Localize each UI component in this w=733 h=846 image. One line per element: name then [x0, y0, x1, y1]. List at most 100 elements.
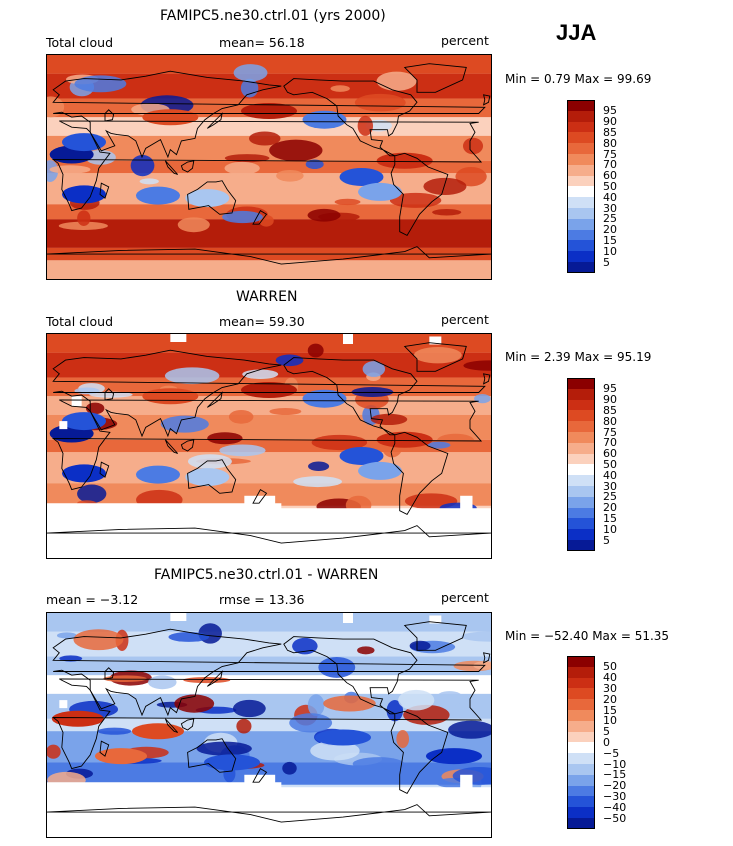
cloud-anomaly — [89, 391, 133, 398]
cloud-anomaly — [461, 631, 491, 642]
colorbar-frame — [567, 378, 595, 551]
cloud-anomaly — [77, 210, 91, 226]
cloud-anomaly — [354, 93, 406, 112]
colorbar-swatch — [567, 818, 595, 830]
cloud-anomaly — [423, 177, 467, 196]
colorbar-frame — [567, 100, 595, 273]
dry-region — [62, 412, 106, 431]
cloud-anomaly — [148, 675, 177, 690]
cloud-anomaly — [292, 637, 318, 655]
colorbar-tick-label: −20 — [603, 779, 627, 793]
cloud-anomaly — [97, 727, 132, 735]
coastlines — [47, 621, 491, 823]
negative-anomaly — [204, 754, 260, 771]
units-label: percent — [441, 33, 489, 48]
panel-title: FAMIPC5.ne30.ctrl.01 (yrs 2000) — [160, 8, 386, 24]
cloud-anomaly — [168, 632, 210, 642]
colorbar-swatch — [567, 399, 595, 411]
cloud-anomaly — [248, 131, 281, 146]
mean-label: mean= 59.30 — [219, 314, 305, 329]
colorbar-tick-label: 60 — [603, 169, 617, 183]
colorbar-tick-label: 15 — [603, 511, 617, 525]
rmse-label: rmse = 13.36 — [219, 592, 305, 607]
colorbar-tick-label: 95 — [603, 104, 617, 118]
colorbar-swatch — [567, 218, 595, 231]
cloud-band — [47, 204, 491, 220]
cloud-anomaly — [232, 699, 266, 718]
colorbar-tick-label: −50 — [603, 811, 627, 825]
season-label: JJA — [556, 20, 597, 45]
colorbar-swatch — [567, 197, 595, 209]
cloudy-region — [376, 152, 433, 169]
colorbar-swatch — [567, 666, 595, 679]
colorbar-swatch — [567, 421, 595, 433]
cloud-anomaly — [177, 217, 210, 233]
cloudy-region — [241, 103, 297, 119]
colorbar-tick-label: 10 — [603, 522, 617, 536]
cloudy-region — [241, 382, 297, 398]
colorbar-tick-label: 90 — [603, 115, 617, 129]
min-max-stats: Min = 2.39 Max = 95.19 — [505, 350, 652, 364]
colorbar-swatch — [567, 143, 595, 155]
colorbar-tick-label: 90 — [603, 393, 617, 407]
cloud-anomaly — [269, 407, 302, 415]
colorbar-swatch — [567, 796, 595, 808]
colorbar-swatch — [567, 764, 595, 776]
cloud-anomaly — [187, 454, 232, 469]
colorbar-swatch — [567, 496, 595, 509]
colorbar-tick-label: 80 — [603, 136, 617, 150]
dry-region — [339, 167, 384, 186]
cloud-anomaly — [196, 741, 252, 756]
colorbar-swatch — [567, 731, 595, 743]
colorbar-swatch — [567, 742, 595, 754]
cloud-band — [47, 452, 491, 484]
cloud-anomaly — [334, 198, 361, 206]
colorbar-swatch — [567, 110, 595, 123]
cloud-anomaly — [224, 161, 260, 175]
colorbar-swatch — [567, 410, 595, 422]
cloud-anomaly — [386, 700, 404, 722]
colorbar-tick-label: 85 — [603, 125, 617, 139]
dry-region — [358, 461, 402, 480]
colorbar-tick-label: 85 — [603, 403, 617, 417]
colorbar-swatch — [567, 229, 595, 241]
colorbar-tick-label: 75 — [603, 425, 617, 439]
dry-region — [62, 464, 106, 483]
cloudy-region — [142, 388, 199, 405]
cloud-anomaly — [318, 656, 356, 678]
cloud-anomaly — [258, 214, 274, 227]
cloud-anomaly — [307, 343, 324, 358]
cloud-anomaly — [289, 713, 333, 733]
units-label: percent — [441, 590, 489, 605]
variable-label: Total cloud — [46, 35, 114, 50]
cloud-anomaly — [282, 761, 297, 775]
colorbar-swatch — [567, 240, 595, 252]
colorbar-swatch — [567, 442, 595, 455]
colorbar-tick-label: 50 — [603, 660, 617, 674]
cloud-anomaly — [160, 415, 209, 433]
dry-region — [136, 465, 180, 484]
cloud-anomaly — [455, 166, 487, 187]
cloud-anomaly — [174, 694, 215, 713]
cloud-anomaly — [139, 178, 159, 185]
colorbar-tick-label: 30 — [603, 201, 617, 215]
cloud-anomaly — [242, 369, 279, 379]
colorbar-tick-label: 70 — [603, 158, 617, 172]
colorbar-tick-label: 75 — [603, 147, 617, 161]
cloud-anomaly — [308, 461, 330, 472]
dry-region — [185, 468, 230, 487]
cloud-band — [47, 613, 491, 632]
colorbar-tick-label: 40 — [603, 671, 617, 685]
cloud-anomaly — [448, 720, 491, 739]
difference-map — [46, 612, 492, 838]
cloud-anomaly — [74, 75, 127, 93]
colorbar-swatch — [567, 774, 595, 787]
cloud-anomaly — [398, 689, 435, 711]
dry-region — [339, 446, 384, 465]
cloud-anomaly — [56, 632, 77, 639]
colorbar-tick-label: 20 — [603, 692, 617, 706]
cloud-anomaly — [164, 367, 220, 385]
cloud-anomaly — [236, 718, 252, 734]
cloud-anomaly — [352, 757, 405, 771]
cloud-anomaly — [293, 476, 342, 488]
